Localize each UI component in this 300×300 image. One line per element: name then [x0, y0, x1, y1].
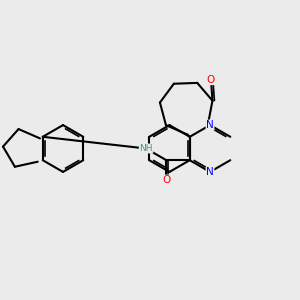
Text: O: O	[207, 75, 215, 85]
Text: NH: NH	[139, 144, 153, 153]
Text: O: O	[162, 175, 170, 185]
Text: N: N	[206, 120, 214, 130]
Text: N: N	[206, 167, 214, 177]
